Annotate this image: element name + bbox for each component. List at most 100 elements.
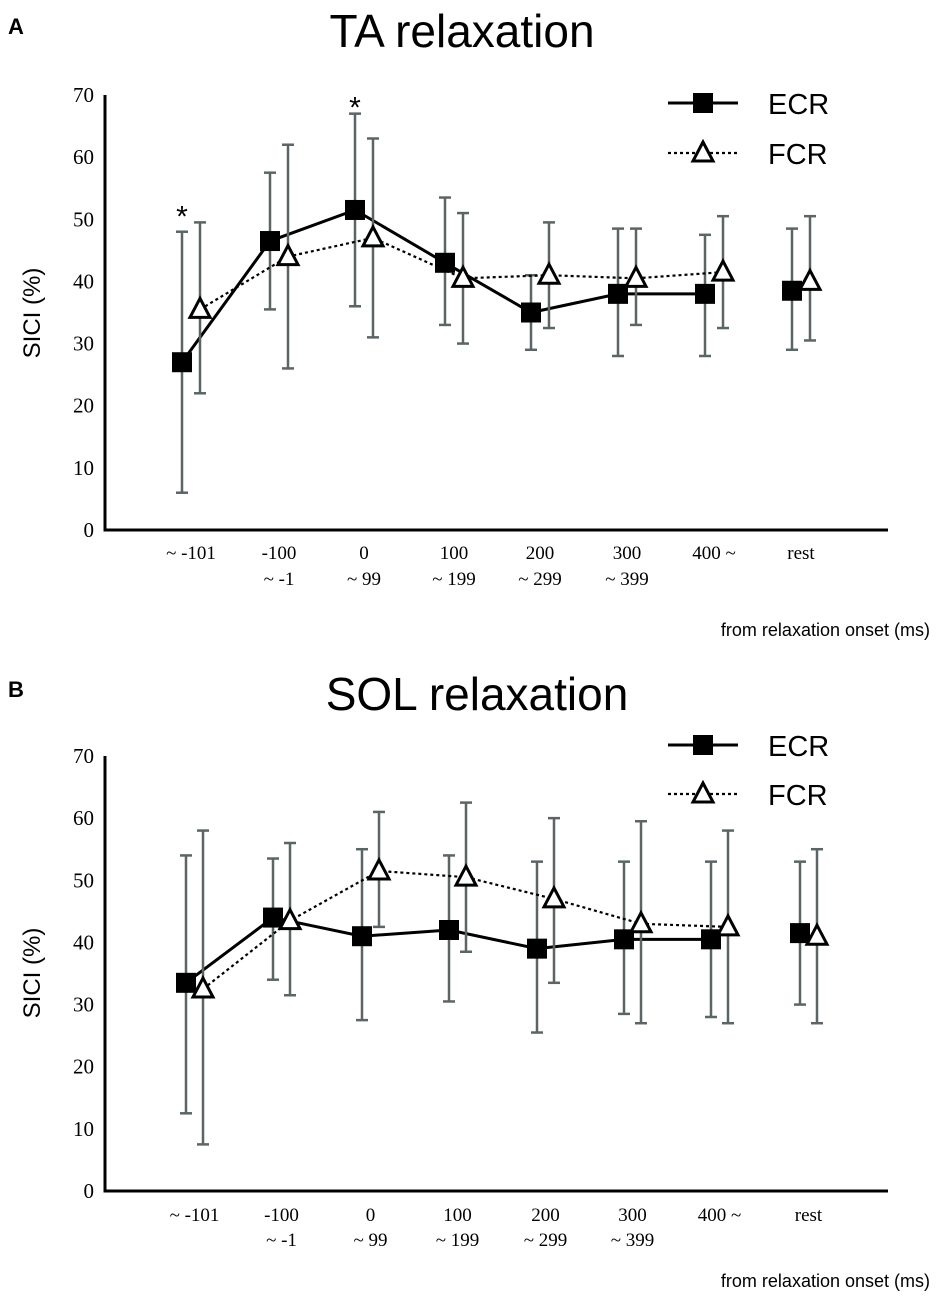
x-tick-sublabel: ~ 99 <box>353 1230 387 1251</box>
series-fcr <box>190 801 830 1146</box>
ecr-point <box>790 923 810 944</box>
x-tick-sublabel: ~ 399 <box>605 569 649 590</box>
y-tick-label: 60 <box>73 806 94 830</box>
x-axis-label: from relaxation onset (ms) <box>721 620 930 640</box>
y-tick-label: 50 <box>73 868 94 892</box>
legend-marker-ecr <box>693 93 713 113</box>
legend-label-fcr: FCR <box>768 139 828 171</box>
y-tick-label: 40 <box>73 930 94 954</box>
y-tick-label: 0 <box>84 518 95 542</box>
x-tick-label: -100 <box>264 1205 299 1226</box>
fcr-point <box>453 862 479 887</box>
panel-letter: A <box>8 14 24 39</box>
chart-panel-b: B SOL relaxation 0 10 20 30 40 50 60 70 SICI (%) ~ … <box>8 668 930 1291</box>
y-tick-label: 30 <box>73 993 94 1017</box>
y-tick-label: 50 <box>73 207 94 231</box>
legend-label-ecr: ECR <box>768 731 829 763</box>
x-tick-sublabel: ~ 99 <box>347 569 381 590</box>
x-tick-label: 200 <box>526 543 555 564</box>
fcr-point <box>797 267 823 291</box>
x-tick-sublabel: ~ 299 <box>518 569 562 590</box>
fcr-point <box>536 260 562 285</box>
chart-title: TA relaxation <box>329 5 594 57</box>
x-tick-label: 400 ~ <box>698 1205 742 1226</box>
ecr-point <box>439 920 459 940</box>
x-tick-label: 300 <box>613 543 642 564</box>
y-tick-label: 30 <box>73 332 94 356</box>
legend-marker-fcr <box>690 779 716 804</box>
x-tick-sublabel: ~ 299 <box>524 1230 568 1251</box>
series-ecr <box>172 112 802 494</box>
y-tick-label: 20 <box>73 1055 94 1079</box>
y-tick-label: 0 <box>84 1179 95 1203</box>
series-fcr <box>187 137 823 395</box>
fcr-point <box>804 921 830 946</box>
x-tick-label: 100 <box>440 543 469 564</box>
ecr-point <box>260 231 280 252</box>
legend-label-ecr: ECR <box>768 89 829 121</box>
y-tick-label: 70 <box>73 83 94 107</box>
fcr-point <box>275 242 301 267</box>
x-tick-label: 200 <box>531 1205 560 1226</box>
x-tick-label: 100 <box>443 1205 472 1226</box>
legend-marker-fcr <box>690 138 716 163</box>
ecr-point <box>782 280 802 301</box>
y-tick-label: 20 <box>73 394 94 418</box>
fcr-point <box>190 974 216 999</box>
ecr-point <box>263 907 283 928</box>
y-tick-label: 60 <box>73 145 94 169</box>
x-tick-label: 0 <box>359 543 369 564</box>
ecr-point <box>527 938 547 959</box>
fcr-point <box>541 884 567 909</box>
x-tick-label: ~ -101 <box>166 543 216 564</box>
ecr-point <box>608 283 628 304</box>
x-tick-sublabel: ~ 199 <box>432 569 476 590</box>
series-ecr <box>176 847 810 1115</box>
x-tick-label: 400 ~ <box>692 543 736 564</box>
x-tick-sublabel: ~ 399 <box>611 1230 655 1251</box>
x-tick-label: ~ -101 <box>170 1205 220 1226</box>
ecr-point <box>352 926 372 947</box>
x-tick-label: -100 <box>262 543 297 564</box>
legend-label-fcr: FCR <box>768 780 828 812</box>
significance-marker: * <box>176 200 188 233</box>
fcr-point <box>187 295 213 319</box>
fcr-point <box>715 912 741 937</box>
x-tick-sublabel: ~ 199 <box>436 1230 480 1251</box>
fcr-point <box>628 909 654 934</box>
fcr-point <box>277 906 303 931</box>
chart-panel-a: A TA relaxation 0 10 20 30 40 50 60 70 SICI (%) ~ -… <box>8 5 930 640</box>
x-axis-label: from relaxation onset (ms) <box>721 1271 930 1291</box>
ecr-point <box>435 252 455 273</box>
ecr-point <box>345 199 365 220</box>
y-tick-label: 70 <box>73 744 94 768</box>
legend-marker-ecr <box>693 735 713 755</box>
y-tick-label: 10 <box>73 1117 94 1141</box>
panel-letter: B <box>8 677 24 702</box>
ecr-point <box>614 929 634 950</box>
fcr-point <box>623 264 649 288</box>
fcr-point <box>360 223 386 248</box>
x-tick-label: rest <box>795 1205 823 1226</box>
chart-title: SOL relaxation <box>326 668 629 720</box>
fcr-point <box>366 856 392 881</box>
legend: ECR FCR <box>668 731 829 812</box>
ecr-point <box>172 352 192 373</box>
y-axis-label: SICI (%) <box>19 268 46 359</box>
y-axis-label: SICI (%) <box>19 928 46 1019</box>
fcr-point <box>710 257 736 282</box>
legend: ECR FCR <box>668 89 829 171</box>
ecr-point <box>695 283 715 304</box>
ecr-point <box>521 302 541 323</box>
ecr-point <box>701 929 721 950</box>
x-tick-sublabel: ~ -1 <box>266 1230 297 1251</box>
significance-marker: * <box>349 92 361 125</box>
y-tick-label: 40 <box>73 269 94 293</box>
ecr-point <box>176 972 196 993</box>
x-tick-label: 300 <box>618 1205 647 1226</box>
x-tick-label: 0 <box>366 1205 376 1226</box>
y-tick-label: 10 <box>73 456 94 480</box>
x-tick-sublabel: ~ -1 <box>264 569 295 590</box>
fcr-point <box>450 264 476 288</box>
